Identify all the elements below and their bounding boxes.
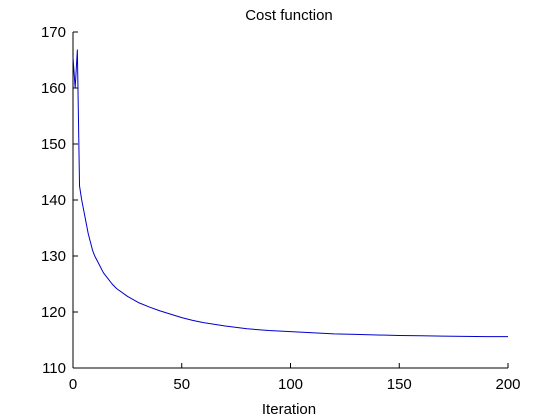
x-axis-label: Iteration (262, 401, 316, 418)
y-tick-label: 120 (41, 304, 66, 321)
y-tick-label: 170 (41, 24, 66, 41)
axes (72, 32, 508, 369)
chart-title: Cost function (245, 7, 333, 24)
x-tick-label: 0 (69, 376, 77, 393)
y-ticks: 110 120 130 140 150 160 170 (41, 24, 78, 377)
x-tick-label: 100 (278, 376, 303, 393)
x-ticks: 0 50 100 150 200 (69, 363, 521, 393)
x-tick-label: 150 (387, 376, 412, 393)
x-tick-label: 200 (495, 376, 520, 393)
y-tick-label: 160 (41, 80, 66, 97)
series-layer (72, 49, 508, 338)
x-tick-label: 50 (173, 376, 190, 393)
cost-series-line (72, 49, 508, 338)
y-tick-label: 150 (41, 136, 66, 153)
y-tick-label: 140 (41, 192, 66, 209)
y-tick-label: 110 (42, 360, 66, 377)
y-tick-label: 130 (41, 248, 66, 265)
